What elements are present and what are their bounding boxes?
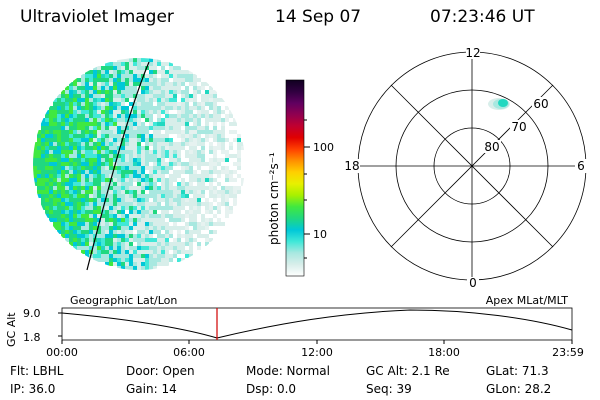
colorbar	[285, 79, 305, 277]
timeline-xtick-0: 00:00	[46, 346, 78, 359]
gc-alt-readout: GC Alt: 2.1 Re	[366, 364, 450, 378]
mlt-label-6: 6	[577, 159, 585, 173]
filter-readout: Flt: LBHL	[10, 364, 64, 378]
gain-readout: Gain: 14	[126, 382, 177, 396]
seq-readout: Seq: 39	[366, 382, 412, 396]
timeline-xtick-2: 12:00	[301, 346, 333, 359]
orbit-timeline: 9.0 1.8 GC Alt Geographic Lat/Lon Apex M…	[5, 294, 584, 359]
lat-label-60: 60	[533, 97, 548, 111]
door-readout: Door: Open	[126, 364, 195, 378]
ip-readout: IP: 36.0	[10, 382, 56, 396]
timeline-ytick-high: 9.0	[23, 307, 41, 320]
mlt-label-12: 12	[465, 46, 480, 60]
timeline-xtick-4: 23:59	[552, 346, 584, 359]
colorbar-tick-label-10: 10	[313, 228, 327, 241]
terminator-line	[86, 61, 150, 271]
mlt-label-18: 18	[344, 159, 359, 173]
lat-label-70: 70	[511, 120, 526, 134]
uv-image-disk	[33, 58, 245, 270]
lat-label-80: 80	[484, 140, 499, 154]
timeline-right-label: Apex MLat/MLT	[486, 294, 569, 307]
timeline-ylabel: GC Alt	[5, 312, 18, 347]
colorbar-tick-label-100: 100	[313, 141, 334, 154]
polar-plot: 12 18 6 0 60 70 80	[342, 46, 587, 290]
auroral-patch	[488, 98, 510, 110]
timeline-ytick-low: 1.8	[23, 331, 41, 344]
timeline-xtick-3: 18:00	[428, 346, 460, 359]
glon-readout: GLon: 28.2	[486, 382, 552, 396]
glat-readout: GLat: 71.3	[486, 364, 549, 378]
mode-readout: Mode: Normal	[246, 364, 330, 378]
date-label: 14 Sep 07	[275, 7, 362, 27]
timeline-left-label: Geographic Lat/Lon	[70, 294, 177, 307]
instrument-title: Ultraviolet Imager	[20, 7, 174, 27]
timeline-xtick-1: 06:00	[173, 346, 205, 359]
mlt-label-0: 0	[469, 276, 477, 290]
colorbar-unit-label: photon cm⁻²s⁻¹	[267, 152, 281, 245]
time-label: 07:23:46 UT	[430, 7, 535, 27]
dsp-readout: Dsp: 0.0	[246, 382, 297, 396]
